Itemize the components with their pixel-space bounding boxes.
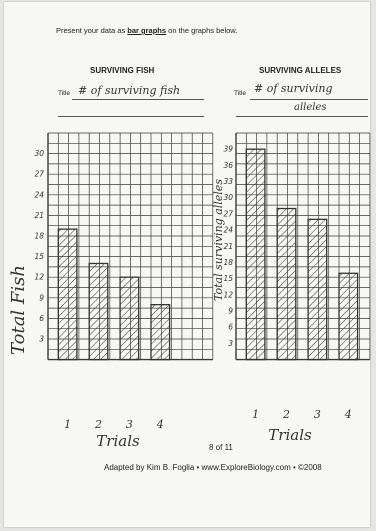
- alleles-chart-title-line-2: alleles: [294, 102, 327, 113]
- alleles-title-label: Title: [234, 90, 247, 97]
- alleles-chart-heading: SURVIVING ALLELES: [259, 66, 342, 75]
- bar-trial-4: [150, 304, 171, 361]
- x-category-label: 4: [344, 408, 352, 421]
- y-tick-label: 24: [223, 226, 233, 235]
- bar-trial-1: [57, 228, 78, 361]
- instruction-emphasis: bar graphs: [127, 26, 167, 35]
- y-tick-label: 27: [34, 170, 44, 179]
- footer-credit: Adapted by Kim B. Foglia • www.ExploreBi…: [104, 463, 322, 472]
- alleles-title-line-2: [236, 116, 368, 117]
- fish-chart-title: # of surviving fish: [78, 84, 181, 97]
- x-axis-label: Trials: [268, 426, 312, 444]
- y-tick-label: 24: [34, 190, 44, 199]
- bar-trial-3: [307, 218, 328, 361]
- y-tick-label: 21: [223, 242, 233, 251]
- bar-trial-1: [245, 148, 266, 361]
- y-tick-label: 21: [34, 211, 44, 220]
- x-axis-label: Trials: [96, 432, 140, 450]
- y-tick-label: 36: [223, 161, 233, 170]
- y-tick-label: 3: [39, 335, 44, 344]
- y-tick-label: 18: [34, 232, 44, 241]
- instruction-before: Present your data as: [56, 26, 128, 35]
- y-tick-label: 12: [223, 290, 233, 299]
- x-category-label: 4: [156, 418, 164, 431]
- y-tick-label: 6: [228, 323, 233, 332]
- alleles-chart-title-line-1: # of surviving: [254, 82, 333, 95]
- y-axis-label: Total surviving alleles: [212, 179, 225, 301]
- y-tick-label: 3: [228, 339, 233, 348]
- y-tick-label: 15: [223, 274, 233, 283]
- y-tick-label: 27: [223, 209, 233, 218]
- y-tick-label: 30: [34, 149, 44, 158]
- instruction-text: Present your data as bar graphs on the g…: [56, 26, 237, 35]
- page-number: 8 of 11: [209, 443, 233, 452]
- x-category-label: 2: [94, 418, 102, 431]
- y-tick-label: 9: [39, 293, 44, 302]
- bar-trial-2: [88, 262, 109, 361]
- fish-title-label: Title: [58, 90, 71, 97]
- y-tick-label: 12: [34, 273, 44, 282]
- x-category-label: 2: [282, 408, 290, 421]
- y-tick-label: 33: [223, 177, 233, 186]
- x-category-label: 3: [314, 408, 321, 421]
- instruction-after: on the graphs below.: [166, 26, 238, 35]
- y-tick-label: 6: [39, 314, 44, 323]
- bar-trial-2: [276, 207, 297, 361]
- y-tick-label: 18: [223, 258, 233, 267]
- alleles-title-line-1: [250, 99, 368, 100]
- y-axis-label: Total Fish: [8, 265, 29, 355]
- fish-title-line-1: [72, 99, 204, 100]
- x-category-label: 3: [126, 418, 133, 431]
- y-tick-label: 9: [228, 307, 233, 316]
- x-category-label: 1: [64, 418, 71, 431]
- y-tick-label: 39: [223, 145, 233, 154]
- bar-trial-4: [338, 272, 359, 361]
- x-category-label: 1: [252, 408, 259, 421]
- fish-chart-heading: SURVIVING FISH: [90, 66, 155, 75]
- bar-trial-3: [119, 276, 140, 361]
- y-tick-label: 30: [223, 193, 233, 202]
- fish-title-line-2: [58, 116, 204, 117]
- y-tick-label: 15: [34, 252, 44, 261]
